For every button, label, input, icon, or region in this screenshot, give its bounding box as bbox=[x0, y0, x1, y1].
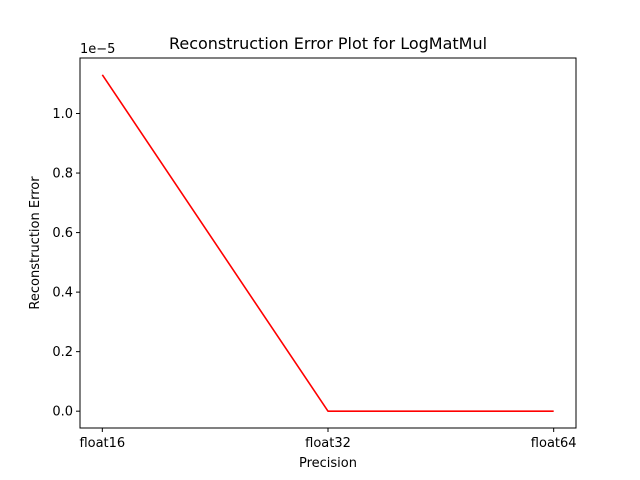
y-axis-ticks: 0.0 0.2 0.4 0.6 0.8 1.0 bbox=[52, 107, 80, 420]
chart-title: Reconstruction Error Plot for LogMatMul bbox=[169, 34, 487, 53]
y-axis-label: Reconstruction Error bbox=[28, 176, 43, 310]
y-tick-label: 0.0 bbox=[52, 405, 73, 420]
y-tick-label: 0.4 bbox=[52, 286, 73, 301]
x-tick-label: float32 bbox=[305, 436, 351, 451]
y-tick-label: 0.2 bbox=[52, 345, 73, 360]
series-layer bbox=[101, 74, 554, 412]
x-tick-label: float16 bbox=[79, 436, 125, 451]
plot-area: 0.0 0.2 0.4 0.6 0.8 1.0 float16 float32 float64 bbox=[52, 57, 577, 451]
plot-frame bbox=[79, 57, 577, 429]
y-offset-text: 1e−5 bbox=[80, 42, 115, 57]
y-tick-label: 0.6 bbox=[52, 226, 73, 241]
series-line bbox=[101, 74, 554, 412]
y-tick-label: 0.8 bbox=[52, 167, 73, 182]
x-axis-label: Precision bbox=[299, 456, 357, 471]
x-tick-label: float64 bbox=[531, 436, 577, 451]
y-tick-label: 1.0 bbox=[52, 107, 73, 122]
x-axis-ticks: float16 float32 float64 bbox=[79, 428, 577, 451]
